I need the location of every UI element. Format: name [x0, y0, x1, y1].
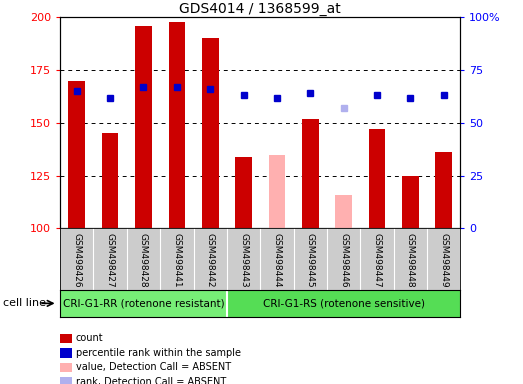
Bar — [302, 119, 319, 228]
Text: GSM498444: GSM498444 — [272, 233, 281, 288]
Bar — [235, 157, 252, 228]
Bar — [369, 129, 385, 228]
Text: cell line: cell line — [3, 298, 46, 308]
Bar — [60, 290, 227, 317]
Text: GSM498443: GSM498443 — [239, 233, 248, 288]
Text: GSM498442: GSM498442 — [206, 233, 214, 288]
Title: GDS4014 / 1368599_at: GDS4014 / 1368599_at — [179, 2, 341, 16]
Text: rank, Detection Call = ABSENT: rank, Detection Call = ABSENT — [76, 377, 226, 384]
Text: GSM498427: GSM498427 — [106, 233, 115, 288]
Bar — [102, 134, 119, 228]
Text: count: count — [76, 333, 104, 343]
Bar — [227, 290, 460, 317]
Bar — [335, 195, 352, 228]
Bar — [168, 22, 185, 228]
Text: value, Detection Call = ABSENT: value, Detection Call = ABSENT — [76, 362, 231, 372]
Text: CRI-G1-RR (rotenone resistant): CRI-G1-RR (rotenone resistant) — [63, 298, 224, 308]
Bar — [435, 152, 452, 228]
Bar — [268, 155, 285, 228]
Bar — [268, 155, 285, 228]
Text: percentile rank within the sample: percentile rank within the sample — [76, 348, 241, 358]
Text: GSM498448: GSM498448 — [406, 233, 415, 288]
Bar — [135, 26, 152, 228]
Bar — [402, 176, 418, 228]
Text: GSM498441: GSM498441 — [173, 233, 181, 288]
Text: GSM498445: GSM498445 — [306, 233, 315, 288]
Text: CRI-G1-RS (rotenone sensitive): CRI-G1-RS (rotenone sensitive) — [263, 298, 425, 308]
Text: GSM498449: GSM498449 — [439, 233, 448, 288]
Bar — [69, 81, 85, 228]
Text: GSM498426: GSM498426 — [72, 233, 81, 288]
Text: GSM498447: GSM498447 — [372, 233, 381, 288]
Text: GSM498446: GSM498446 — [339, 233, 348, 288]
Text: GSM498428: GSM498428 — [139, 233, 148, 288]
Bar — [202, 38, 219, 228]
